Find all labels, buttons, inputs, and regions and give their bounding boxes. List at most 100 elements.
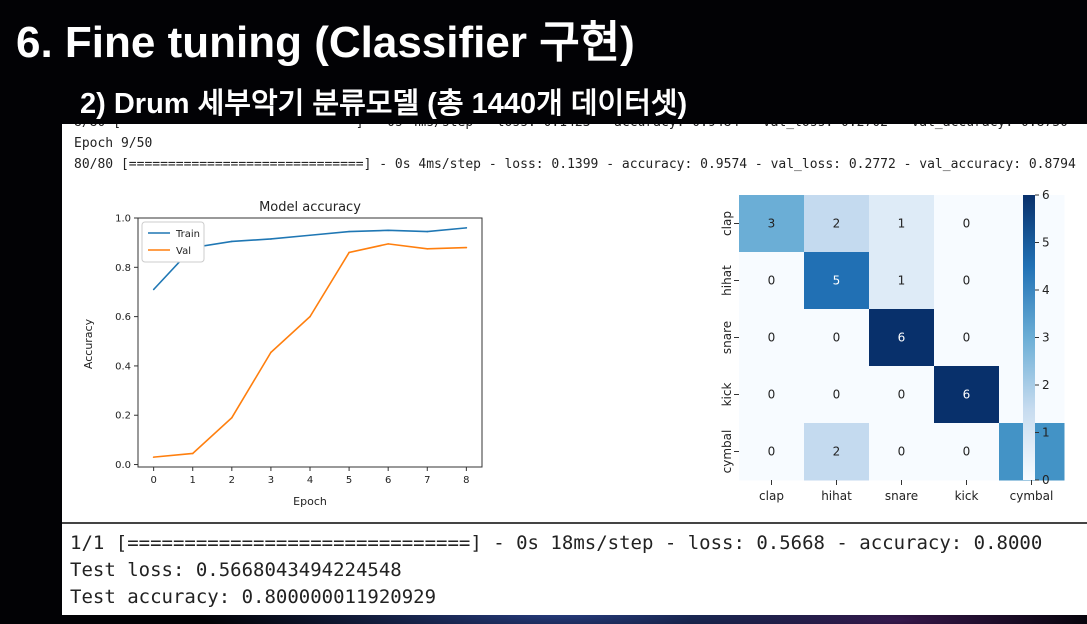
cell-value-label: 0 <box>768 274 776 288</box>
col-label-kick: kick <box>955 489 979 503</box>
cell-value-label: 0 <box>898 445 906 459</box>
notebook-output-panel: 8/80 [==============================] - … <box>62 124 1087 522</box>
data-point-val <box>152 456 155 458</box>
heatmap-cell-cymbal-clap <box>739 423 805 481</box>
series-line-val <box>153 243 467 458</box>
accuracy-y-axis-label: Accuracy <box>82 318 95 369</box>
heatmap-cell-kick-hihat <box>804 366 870 424</box>
training-log-epoch: Epoch 9/50 <box>74 136 153 151</box>
cell-value-label: 6 <box>963 388 971 402</box>
heatmap-cell-hihat-hihat <box>804 252 870 310</box>
cell-value-label: 0 <box>833 388 841 402</box>
data-point-train <box>426 230 429 233</box>
data-point-val <box>270 351 272 354</box>
cell-value-label: 0 <box>768 331 776 345</box>
confusion-matrix-heatmap: 3210005100006000006002004 claphihatsnare… <box>720 188 1065 503</box>
accuracy-line-chart: Model accuracy Epoch Accuracy 0 1 2 3 4 5 6 7 8 0… <box>82 200 483 508</box>
heatmap-cell-clap-kick <box>934 195 1000 253</box>
heatmap-cell-cymbal-snare <box>869 423 935 481</box>
heatmap-cell-kick-kick <box>934 366 1000 424</box>
cell-value-label: 2 <box>833 445 841 459</box>
cell-value-label: 0 <box>898 388 906 402</box>
row-label-clap: clap <box>720 211 734 236</box>
y-tick-label: 1.0 <box>115 214 131 225</box>
slide-subtitle: 2) Drum 세부악기 분류모델 (총 1440개 데이터셋) <box>80 88 688 120</box>
heatmap-cell-snare-kick <box>934 309 1000 367</box>
x-tick-label: 7 <box>424 475 430 486</box>
heatmap-cell-kick-snare <box>869 366 935 424</box>
colorbar-tick-label: 5 <box>1042 236 1050 250</box>
accuracy-legend: Train Val <box>141 221 205 263</box>
cell-value-label: 2 <box>833 217 841 231</box>
x-tick-label: 5 <box>346 475 352 486</box>
x-tick-label: 6 <box>385 475 391 486</box>
heatmap-cell-cymbal-hihat <box>804 423 870 481</box>
heatmap-cell-clap-hihat <box>804 195 870 253</box>
col-label-cymbal: cymbal <box>1010 489 1054 503</box>
row-label-cymbal: cymbal <box>720 430 734 474</box>
row-label-kick: kick <box>720 383 734 407</box>
row-label-hihat: hihat <box>720 265 734 296</box>
accuracy-chart-title: Model accuracy <box>259 200 361 215</box>
cell-value-label: 1 <box>898 274 906 288</box>
heatmap-cell-hihat-snare <box>869 252 935 310</box>
data-point-train <box>231 240 233 243</box>
data-point-val <box>387 243 389 245</box>
x-tick-label: 3 <box>268 475 274 486</box>
test-output-panel: 1/1 [==============================] - 0… <box>62 522 1087 615</box>
data-point-train <box>387 229 389 232</box>
x-tick-label: 0 <box>150 475 156 486</box>
colorbar-tick-label: 0 <box>1042 473 1050 487</box>
data-point-val <box>348 251 350 254</box>
heatmap-cell-snare-snare <box>869 309 935 367</box>
colorbar-tick-label: 3 <box>1042 331 1050 345</box>
test-progress-line: 1/1 [==============================] - 0… <box>70 532 1043 554</box>
y-tick-label: 0.6 <box>115 312 131 323</box>
col-label-hihat: hihat <box>821 489 852 503</box>
data-point-val <box>191 452 194 455</box>
x-tick-label: 1 <box>190 475 196 486</box>
colorbar-tick-label: 1 <box>1042 426 1050 440</box>
data-point-val <box>465 246 468 249</box>
y-tick-label: 0.8 <box>115 263 131 274</box>
x-tick-label: 8 <box>463 475 469 486</box>
data-point-train <box>348 230 350 233</box>
cell-value-label: 6 <box>898 331 906 345</box>
heatmap-cell-cymbal-kick <box>934 423 1000 481</box>
heatmap-cell-clap-clap <box>739 195 805 253</box>
y-tick-label: 0.4 <box>115 361 131 372</box>
legend-val-label: Val <box>176 246 191 257</box>
colorbar-tick-label: 6 <box>1042 188 1050 202</box>
y-tick-label: 0.2 <box>115 411 131 422</box>
data-point-val <box>309 315 311 318</box>
row-label-snare: snare <box>720 321 734 354</box>
training-log-cut-line: 8/80 [==============================] - … <box>74 124 1068 130</box>
legend-train-label: Train <box>175 229 200 240</box>
data-point-train <box>152 288 155 291</box>
cell-value-label: 3 <box>768 217 776 231</box>
legend-box <box>141 221 205 263</box>
cell-value-label: 0 <box>768 445 776 459</box>
heatmap-cell-snare-hihat <box>804 309 870 367</box>
x-tick-label: 4 <box>307 475 313 486</box>
cell-value-label: 1 <box>898 217 906 231</box>
heatmap-cell-hihat-clap <box>739 252 805 310</box>
cell-value-label: 0 <box>963 331 971 345</box>
heatmap-cell-clap-snare <box>869 195 935 253</box>
cell-value-label: 0 <box>833 331 841 345</box>
col-label-clap: clap <box>759 489 784 503</box>
data-point-val <box>426 248 429 250</box>
heatmap-cell-hihat-kick <box>934 252 1000 310</box>
accuracy-x-axis-label: Epoch <box>293 495 327 508</box>
y-tick-label: 0.0 <box>115 460 131 471</box>
training-log-progress: 80/80 [==============================] -… <box>74 157 1076 172</box>
cell-value-label: 0 <box>963 445 971 459</box>
slide-title: 6. Fine tuning (Classifier 구현) <box>16 18 635 67</box>
cell-value-label: 0 <box>963 274 971 288</box>
cell-value-label: 0 <box>768 388 776 402</box>
colorbar <box>1023 195 1035 480</box>
colorbar-tick-label: 4 <box>1042 283 1050 297</box>
x-tick-label: 2 <box>229 475 235 486</box>
test-accuracy-line: Test accuracy: 0.800000011920929 <box>70 586 437 608</box>
data-point-train <box>465 227 468 229</box>
